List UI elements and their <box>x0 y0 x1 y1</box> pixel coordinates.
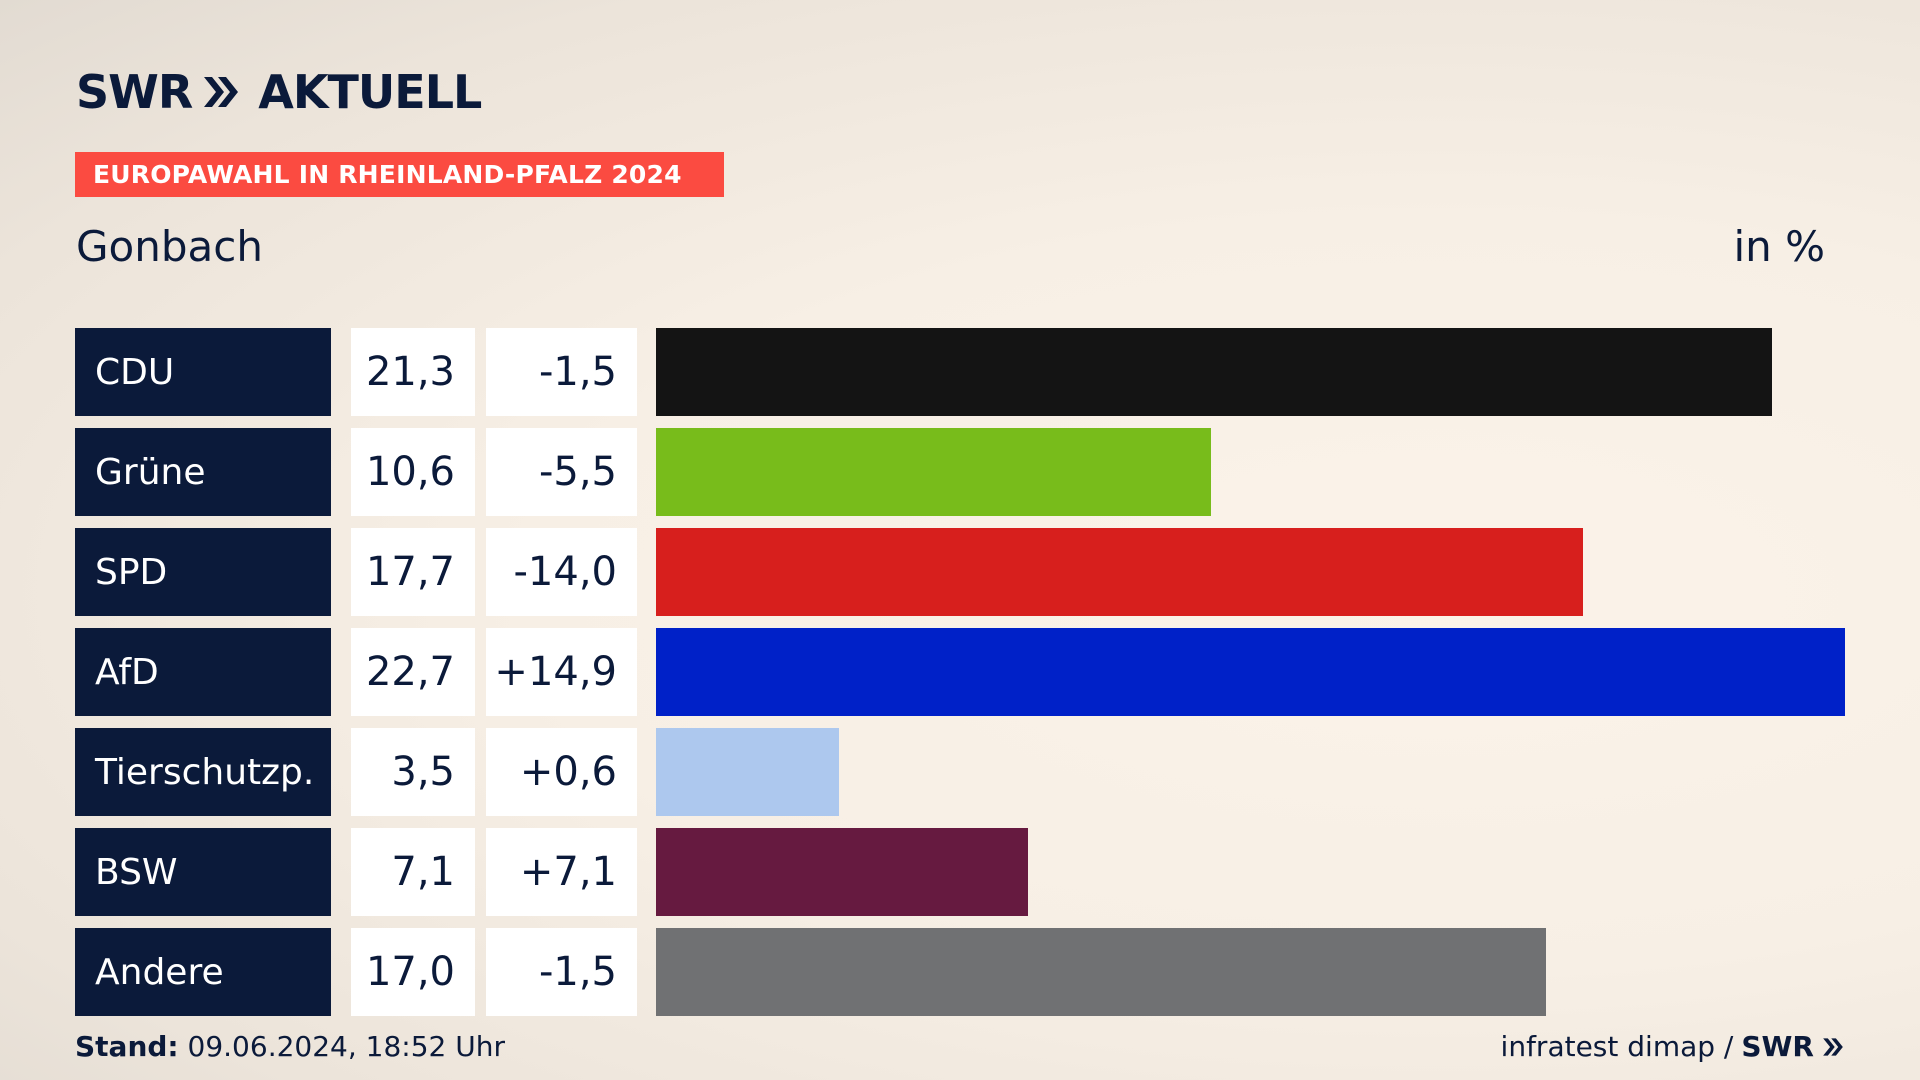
change-label: -1,5 <box>486 928 637 1016</box>
party-label: AfD <box>75 628 331 716</box>
vote-share-bar <box>656 728 839 816</box>
result-row: Grüne 10,6 -5,5 <box>75 428 1845 516</box>
logo-product: AKTUELL <box>258 65 482 119</box>
party-label: Andere <box>75 928 331 1016</box>
result-row: Andere 17,0 -1,5 <box>75 928 1845 1016</box>
double-chevron-right-icon <box>1822 1037 1844 1057</box>
change-label: -1,5 <box>486 328 637 416</box>
change-label: +14,9 <box>486 628 637 716</box>
vote-share-bar <box>656 428 1211 516</box>
event-tag: EUROPAWAHL IN RHEINLAND-PFALZ 2024 <box>75 152 724 197</box>
vote-share-label: 22,7 <box>351 628 475 716</box>
source-label: infratest dimap / <box>1500 1030 1734 1063</box>
vote-share-label: 21,3 <box>351 328 475 416</box>
vote-share-bar <box>656 328 1772 416</box>
party-label: CDU <box>75 328 331 416</box>
region-title: Gonbach <box>76 222 263 271</box>
vote-share-label: 17,7 <box>351 528 475 616</box>
vote-share-label: 17,0 <box>351 928 475 1016</box>
stand-label: Stand: <box>75 1030 179 1063</box>
result-row: BSW 7,1 +7,1 <box>75 828 1845 916</box>
unit-label: in % <box>1733 222 1825 271</box>
source-brand: SWR <box>1741 1030 1814 1063</box>
result-row: Tierschutzp. 3,5 +0,6 <box>75 728 1845 816</box>
vote-share-bar <box>656 928 1546 1016</box>
result-row: CDU 21,3 -1,5 <box>75 328 1845 416</box>
party-label: Grüne <box>75 428 331 516</box>
change-label: -14,0 <box>486 528 637 616</box>
change-label: +7,1 <box>486 828 637 916</box>
party-label: Tierschutzp. <box>75 728 331 816</box>
party-label: BSW <box>75 828 331 916</box>
vote-share-label: 3,5 <box>351 728 475 816</box>
vote-share-bar <box>656 628 1845 716</box>
change-label: +0,6 <box>486 728 637 816</box>
swr-aktuell-logo: SWR AKTUELL <box>76 65 482 119</box>
change-label: -5,5 <box>486 428 637 516</box>
vote-share-bar <box>656 528 1583 616</box>
stand-value: 09.06.2024, 18:52 Uhr <box>187 1030 505 1063</box>
double-chevron-right-icon <box>202 75 240 109</box>
party-label: SPD <box>75 528 331 616</box>
vote-share-label: 7,1 <box>351 828 475 916</box>
result-row: AfD 22,7 +14,9 <box>75 628 1845 716</box>
logo-brand: SWR <box>76 65 193 119</box>
vote-share-label: 10,6 <box>351 428 475 516</box>
result-row: SPD 17,7 -14,0 <box>75 528 1845 616</box>
source-credit: infratest dimap / SWR <box>1501 1030 1844 1063</box>
vote-share-bar <box>656 828 1028 916</box>
timestamp: Stand: 09.06.2024, 18:52 Uhr <box>75 1030 505 1063</box>
